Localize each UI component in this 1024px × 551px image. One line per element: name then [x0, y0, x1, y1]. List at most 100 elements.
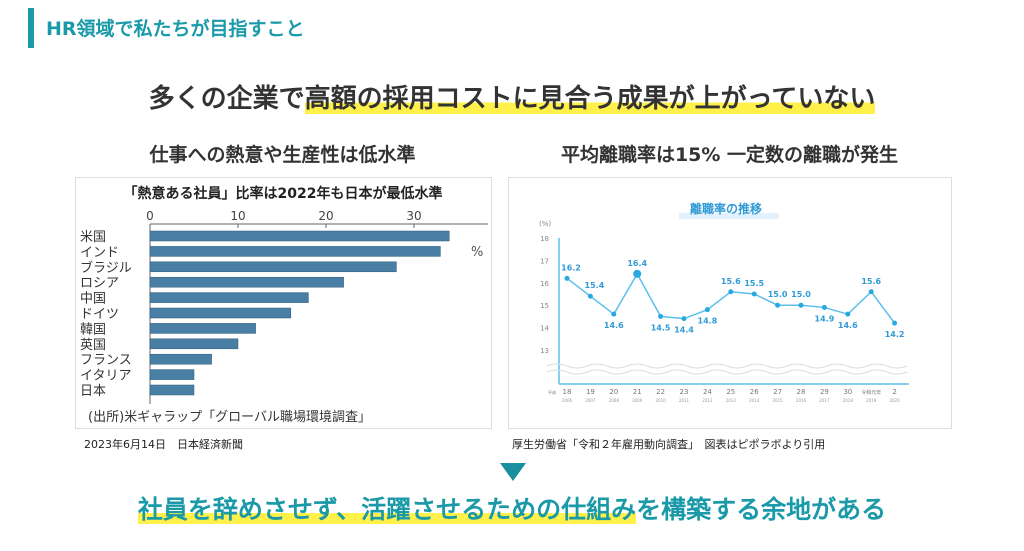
data-label: 15.5: [744, 279, 764, 288]
y-tick-label: 14: [540, 325, 549, 333]
data-label: 15.6: [721, 277, 741, 286]
bar: [149, 369, 195, 380]
conclusion-highlight: 社員を辞めさせず、活躍させるための仕組み: [137, 495, 637, 524]
category-label: ドイツ: [80, 307, 119, 322]
category-label: 米国: [80, 230, 106, 245]
data-point: [892, 320, 898, 326]
y-unit-label: (%): [539, 220, 551, 228]
x-tick-label: 2: [892, 388, 896, 396]
data-label: 14.6: [604, 321, 624, 330]
engagement-bar-chart: 「熱意ある社員」比率は2022年も日本が最低水準 0 10 20 30% 米国インドブラジ…: [80, 185, 488, 425]
conclusion-post: を構築する余地がある: [636, 495, 887, 524]
data-point: [728, 289, 734, 295]
y-tick-label: 18: [540, 235, 549, 243]
data-point: [751, 291, 757, 297]
era-prefix: 平成: [548, 389, 556, 395]
y-tick-label: 17: [540, 257, 549, 265]
x-tick-label: 令和元年: [861, 389, 881, 396]
title-underline: [679, 213, 779, 219]
chart-title: 「熱意ある社員」比率は2022年も日本が最低水準: [124, 185, 443, 202]
section-header: HR領域で私たちが目指すこと: [46, 18, 305, 40]
x-year-label: 2006: [562, 398, 573, 403]
x-year-label: 2010: [656, 398, 667, 403]
data-point: [798, 302, 804, 308]
x-tick-label: 10: [230, 209, 245, 223]
x-year-label: 2016: [796, 398, 807, 403]
data-point: [658, 313, 664, 319]
x-tick-label: 29: [820, 388, 829, 396]
category-label: 韓国: [80, 322, 106, 337]
data-point: [775, 302, 781, 308]
bar: [149, 323, 256, 334]
x-tick-label: 18: [563, 388, 572, 396]
right-caption: 厚生労働省「令和２年雇用動向調査」 図表はピポラボより引用: [512, 438, 826, 451]
headline-highlight: 高額の採用コストに見合う成果が上がっていない: [304, 84, 876, 114]
category-label: 中国: [80, 292, 106, 307]
x-tick-label: 0: [146, 209, 154, 223]
x-year-label: 2012: [702, 398, 713, 403]
bar: [149, 384, 195, 396]
right-heading: 平均離職率は15% 一定数の離職が発生: [560, 144, 899, 166]
category-label: フランス: [80, 353, 132, 368]
x-tick-label: 28: [797, 388, 806, 396]
bar: [149, 230, 450, 242]
data-label: 14.2: [885, 330, 905, 339]
axis-break-line: [546, 363, 908, 369]
x-year-label: 2020: [890, 398, 901, 403]
data-point: [681, 316, 687, 322]
source-note: (出所)米ギャラップ「グローバル職場環境調査」: [88, 410, 371, 425]
y-tick-label: 15: [540, 302, 549, 310]
headline: 多くの企業で高額の採用コストに見合う成果が上がっていない: [0, 78, 1024, 115]
data-point: [868, 289, 874, 295]
category-label: 英国: [80, 338, 106, 353]
turnover-line-chart: 離職率の推移 (%) 13 14 15 16 17 18 16.2 18 2006 15.4 19 200…: [539, 201, 909, 403]
data-label: 14.5: [651, 323, 671, 332]
bar: [149, 292, 309, 303]
bar: [149, 338, 239, 350]
x-tick-label: 20: [609, 388, 618, 396]
x-tick-label: 30: [843, 388, 852, 396]
bar: [149, 246, 441, 257]
x-year-label: 2009: [632, 398, 643, 403]
x-year-label: 2015: [773, 398, 784, 403]
bar: [149, 276, 344, 288]
x-year-label: 2008: [609, 398, 620, 403]
data-label: 14.8: [698, 317, 718, 326]
data-point: [564, 275, 570, 281]
x-tick-label: 24: [703, 388, 712, 396]
engagement-chart-panel: 「熱意ある社員」比率は2022年も日本が最低水準 0 10 20 30% 米国 インド ブラジ…: [75, 177, 492, 429]
bar: [149, 307, 292, 319]
bar: [149, 261, 397, 273]
axis-break-line: [546, 369, 908, 375]
category-label: イタリア: [80, 369, 131, 384]
data-point: [704, 307, 710, 313]
data-label: 15.6: [861, 277, 881, 286]
header-accent-bar: [28, 8, 34, 48]
y-tick-label: 13: [540, 347, 549, 355]
x-tick-label: 26: [750, 388, 759, 396]
conclusion: 社員を辞めさせず、活躍させるための仕組みを構築する余地がある: [0, 490, 1024, 526]
x-tick-label: 20: [318, 209, 333, 223]
data-label: 15.0: [791, 290, 811, 299]
headline-pre: 多くの企業で: [148, 84, 305, 114]
chart-title: 離職率の推移: [690, 201, 762, 216]
x-tick-label: 21: [633, 388, 642, 396]
data-label: 15.4: [585, 281, 605, 290]
data-label: 15.0: [768, 290, 788, 299]
x-tick-label: 19: [586, 388, 595, 396]
unit-label: %: [471, 245, 483, 260]
data-point: [821, 304, 827, 310]
category-label: 日本: [80, 384, 106, 399]
x-year-label: 2019: [866, 398, 877, 403]
category-label: ロシア: [80, 276, 119, 291]
x-year-label: 2011: [679, 398, 690, 403]
x-tick-label: 27: [773, 388, 782, 396]
data-label: 14.9: [815, 314, 835, 323]
down-arrow-icon: [500, 463, 526, 481]
category-label: ブラジル: [80, 260, 132, 276]
data-label: 14.4: [674, 326, 694, 335]
data-point: [633, 269, 642, 278]
data-point: [845, 311, 851, 317]
turnover-chart-panel: 離職率の推移 (%) 13 14 15 16 17 18 16.2 18 2006 15.4 19 200…: [508, 177, 952, 429]
x-year-label: 2018: [843, 398, 854, 403]
